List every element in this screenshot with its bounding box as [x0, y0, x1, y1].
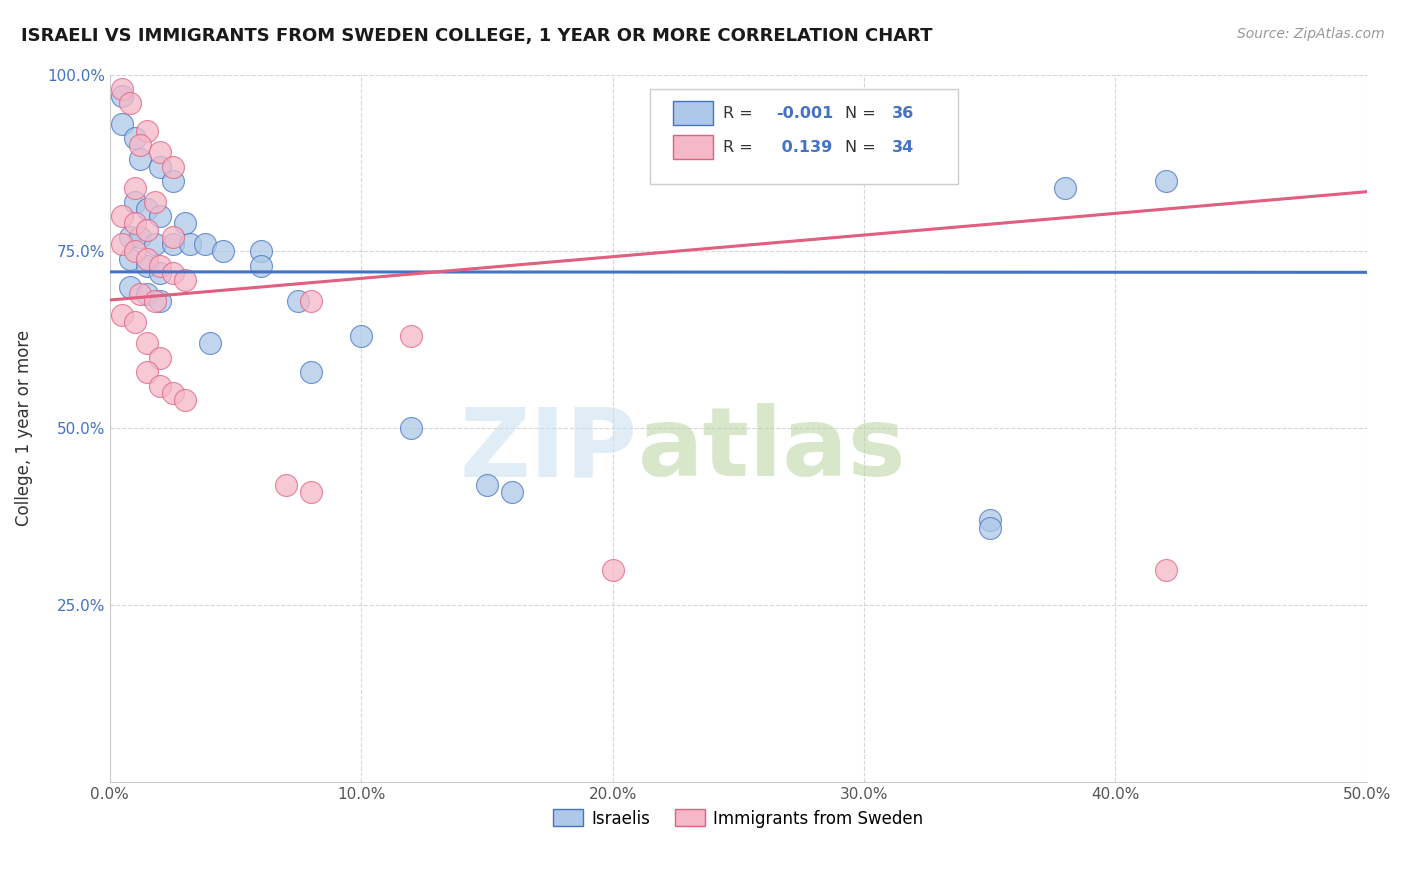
Point	[299, 365, 322, 379]
Point	[350, 329, 373, 343]
Point	[111, 209, 134, 223]
Point	[136, 287, 159, 301]
Point	[124, 315, 146, 329]
Point	[299, 485, 322, 500]
Point	[149, 209, 172, 223]
Point	[979, 513, 1001, 527]
Point	[143, 293, 166, 308]
Point	[118, 252, 141, 266]
Point	[111, 237, 134, 252]
Point	[149, 379, 172, 393]
Point	[149, 259, 172, 273]
Point	[118, 95, 141, 110]
Text: N =: N =	[845, 140, 882, 155]
Point	[149, 160, 172, 174]
Point	[149, 266, 172, 280]
Y-axis label: College, 1 year or more: College, 1 year or more	[15, 330, 32, 526]
Point	[162, 266, 184, 280]
Text: atlas: atlas	[638, 403, 907, 496]
FancyBboxPatch shape	[673, 102, 713, 126]
Point	[200, 336, 222, 351]
Point	[111, 117, 134, 131]
Point	[174, 273, 197, 287]
Text: 0.139: 0.139	[776, 140, 832, 155]
Point	[162, 230, 184, 244]
Point	[136, 252, 159, 266]
Point	[118, 230, 141, 244]
Text: R =: R =	[723, 106, 758, 121]
Point	[401, 329, 423, 343]
Point	[401, 421, 423, 435]
Text: 36: 36	[891, 106, 914, 121]
Text: 34: 34	[891, 140, 914, 155]
Point	[143, 194, 166, 209]
Point	[136, 202, 159, 216]
Point	[143, 237, 166, 252]
Point	[136, 259, 159, 273]
Text: -0.001: -0.001	[776, 106, 834, 121]
FancyBboxPatch shape	[651, 88, 959, 185]
Point	[129, 138, 152, 153]
Point	[124, 194, 146, 209]
Point	[129, 287, 152, 301]
Point	[124, 216, 146, 230]
Point	[194, 237, 217, 252]
Point	[136, 365, 159, 379]
Text: R =: R =	[723, 140, 758, 155]
Point	[249, 244, 271, 259]
Point	[162, 237, 184, 252]
Point	[118, 280, 141, 294]
Point	[149, 145, 172, 160]
Text: ISRAELI VS IMMIGRANTS FROM SWEDEN COLLEGE, 1 YEAR OR MORE CORRELATION CHART: ISRAELI VS IMMIGRANTS FROM SWEDEN COLLEG…	[21, 27, 932, 45]
Point	[162, 160, 184, 174]
Point	[174, 393, 197, 408]
Point	[111, 308, 134, 322]
Point	[149, 293, 172, 308]
Point	[287, 293, 309, 308]
Point	[249, 259, 271, 273]
Point	[299, 293, 322, 308]
FancyBboxPatch shape	[673, 136, 713, 160]
Text: Source: ZipAtlas.com: Source: ZipAtlas.com	[1237, 27, 1385, 41]
Point	[979, 520, 1001, 534]
Point	[602, 563, 624, 577]
Point	[149, 351, 172, 365]
Point	[1154, 174, 1177, 188]
Point	[501, 485, 523, 500]
Point	[475, 478, 498, 492]
Point	[1054, 181, 1077, 195]
Point	[174, 216, 197, 230]
Point	[136, 124, 159, 138]
Point	[179, 237, 201, 252]
Legend: Israelis, Immigrants from Sweden: Israelis, Immigrants from Sweden	[547, 803, 931, 834]
Point	[212, 244, 235, 259]
Point	[129, 153, 152, 167]
Point	[162, 174, 184, 188]
Text: ZIP: ZIP	[460, 403, 638, 496]
Point	[129, 230, 152, 244]
Point	[111, 88, 134, 103]
Point	[1154, 563, 1177, 577]
Point	[124, 244, 146, 259]
Point	[124, 181, 146, 195]
Point	[136, 336, 159, 351]
Text: N =: N =	[845, 106, 882, 121]
Point	[111, 81, 134, 95]
Point	[274, 478, 297, 492]
Point	[136, 223, 159, 237]
Point	[124, 131, 146, 145]
Point	[162, 386, 184, 401]
